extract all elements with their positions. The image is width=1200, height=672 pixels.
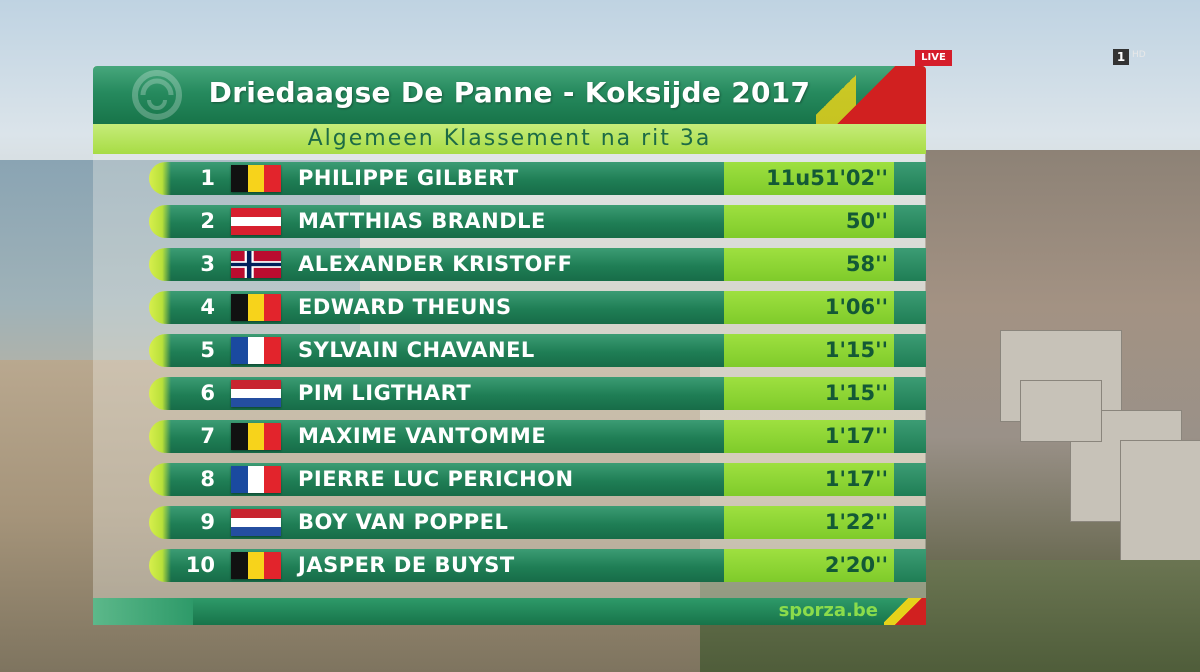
time-background bbox=[724, 291, 894, 324]
time-background bbox=[724, 463, 894, 496]
time-background bbox=[724, 248, 894, 281]
rank-number: 5 bbox=[200, 338, 215, 362]
row-tail bbox=[894, 420, 926, 453]
row-leaf-accent bbox=[149, 162, 171, 195]
hd-label: HD bbox=[1132, 50, 1146, 60]
panel-header: Driedaagse De Panne - Koksijde 2017 bbox=[93, 66, 926, 124]
standings-row: 6 PIM LIGTHART 1'15'' bbox=[149, 377, 926, 410]
standings-row: 7 MAXIME VANTOMME 1'17'' bbox=[149, 420, 926, 453]
norway-flag-icon bbox=[231, 251, 281, 278]
standings-row: 8 PIERRE LUC PERICHON 1'17'' bbox=[149, 463, 926, 496]
row-leaf-accent bbox=[149, 248, 171, 281]
rider-name: SYLVAIN CHAVANEL bbox=[298, 338, 535, 362]
row-leaf-accent bbox=[149, 506, 171, 539]
sporza-swirl-icon bbox=[132, 70, 182, 120]
time-background bbox=[724, 162, 894, 195]
belgium-flag-icon bbox=[231, 294, 281, 321]
building bbox=[1020, 380, 1102, 442]
row-tail bbox=[894, 205, 926, 238]
row-leaf-accent bbox=[149, 420, 171, 453]
row-leaf-accent bbox=[149, 377, 171, 410]
page-title: Driedaagse De Panne - Koksijde 2017 bbox=[208, 76, 811, 109]
channel-logo: 1 bbox=[1113, 49, 1129, 65]
rider-time: 1'17'' bbox=[824, 424, 888, 448]
belgium-flag-icon bbox=[231, 552, 281, 579]
footer-swirl-icon bbox=[93, 598, 193, 625]
time-background bbox=[724, 506, 894, 539]
rank-number: 10 bbox=[185, 553, 215, 577]
page-subtitle: Algemeen Klassement na rit 3a bbox=[307, 126, 712, 151]
standings-row: 10 JASPER DE BUYST 2'20'' bbox=[149, 549, 926, 582]
row-tail bbox=[894, 377, 926, 410]
netherlands-flag-icon bbox=[231, 509, 281, 536]
standings-row: 5 SYLVAIN CHAVANEL 1'15'' bbox=[149, 334, 926, 367]
rider-time: 58'' bbox=[845, 252, 888, 276]
rider-time: 1'22'' bbox=[824, 510, 888, 534]
live-badge: LIVE bbox=[915, 50, 952, 66]
row-tail bbox=[894, 463, 926, 496]
row-tail bbox=[894, 162, 926, 195]
rider-time: 11u51'02'' bbox=[766, 166, 888, 190]
header-accent-red bbox=[836, 66, 926, 124]
standings-row: 1 PHILIPPE GILBERT 11u51'02'' bbox=[149, 162, 926, 195]
rider-name: JASPER DE BUYST bbox=[298, 553, 515, 577]
standings-row: 2 MATTHIAS BRANDLE 50'' bbox=[149, 205, 926, 238]
rider-time: 2'20'' bbox=[824, 553, 888, 577]
rank-number: 7 bbox=[200, 424, 215, 448]
footer-accent bbox=[884, 598, 926, 625]
rank-number: 6 bbox=[200, 381, 215, 405]
row-leaf-accent bbox=[149, 205, 171, 238]
standings-row: 3 ALEXANDER KRISTOFF 58'' bbox=[149, 248, 926, 281]
rank-number: 3 bbox=[200, 252, 215, 276]
time-background bbox=[724, 549, 894, 582]
rank-number: 2 bbox=[200, 209, 215, 233]
rider-name: PIERRE LUC PERICHON bbox=[298, 467, 574, 491]
rank-number: 1 bbox=[200, 166, 215, 190]
netherlands-flag-icon bbox=[231, 380, 281, 407]
rider-name: MATTHIAS BRANDLE bbox=[298, 209, 546, 233]
rider-name: EDWARD THEUNS bbox=[298, 295, 512, 319]
belgium-flag-icon bbox=[231, 423, 281, 450]
row-tail bbox=[894, 506, 926, 539]
rider-name: ALEXANDER KRISTOFF bbox=[298, 252, 573, 276]
time-background bbox=[724, 420, 894, 453]
rider-name: BOY VAN POPPEL bbox=[298, 510, 509, 534]
rank-number: 9 bbox=[200, 510, 215, 534]
time-background bbox=[724, 205, 894, 238]
row-tail bbox=[894, 291, 926, 324]
france-flag-icon bbox=[231, 337, 281, 364]
rider-name: PHILIPPE GILBERT bbox=[298, 166, 519, 190]
rider-time: 1'15'' bbox=[824, 338, 888, 362]
rank-number: 4 bbox=[200, 295, 215, 319]
panel-footer: sporza.be bbox=[93, 598, 926, 625]
panel-subheader: Algemeen Klassement na rit 3a bbox=[93, 124, 926, 154]
rider-name: MAXIME VANTOMME bbox=[298, 424, 547, 448]
rider-time: 1'15'' bbox=[824, 381, 888, 405]
standings-list: 1 PHILIPPE GILBERT 11u51'02'' 2 MATTHIAS BRA… bbox=[149, 162, 926, 592]
rider-name: PIM LIGTHART bbox=[298, 381, 472, 405]
france-flag-icon bbox=[231, 466, 281, 493]
belgium-flag-icon bbox=[231, 165, 281, 192]
row-tail bbox=[894, 248, 926, 281]
standings-row: 4 EDWARD THEUNS 1'06'' bbox=[149, 291, 926, 324]
time-background bbox=[724, 377, 894, 410]
standings-panel: Driedaagse De Panne - Koksijde 2017 Alge… bbox=[93, 66, 926, 625]
row-leaf-accent bbox=[149, 334, 171, 367]
rider-time: 50'' bbox=[845, 209, 888, 233]
rider-time: 1'06'' bbox=[824, 295, 888, 319]
austria-flag-icon bbox=[231, 208, 281, 235]
row-leaf-accent bbox=[149, 291, 171, 324]
standings-row: 9 BOY VAN POPPEL 1'22'' bbox=[149, 506, 926, 539]
row-leaf-accent bbox=[149, 549, 171, 582]
row-tail bbox=[894, 334, 926, 367]
rank-number: 8 bbox=[200, 467, 215, 491]
time-background bbox=[724, 334, 894, 367]
row-tail bbox=[894, 549, 926, 582]
rider-time: 1'17'' bbox=[824, 467, 888, 491]
footer-site: sporza.be bbox=[778, 600, 878, 621]
row-leaf-accent bbox=[149, 463, 171, 496]
